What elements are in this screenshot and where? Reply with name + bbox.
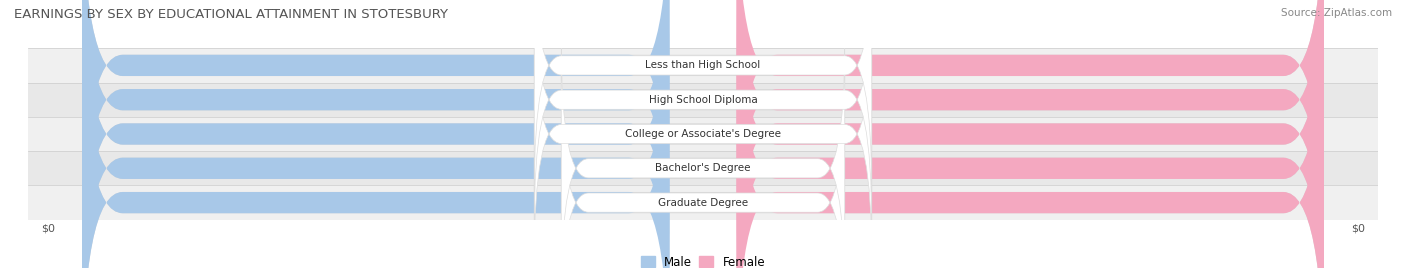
Text: Source: ZipAtlas.com: Source: ZipAtlas.com <box>1281 8 1392 18</box>
Text: Bachelor's Degree: Bachelor's Degree <box>655 163 751 173</box>
FancyBboxPatch shape <box>737 0 1324 260</box>
FancyBboxPatch shape <box>82 0 669 268</box>
FancyBboxPatch shape <box>561 75 845 268</box>
Bar <box>28 117 1378 151</box>
FancyBboxPatch shape <box>82 0 669 260</box>
FancyBboxPatch shape <box>82 0 669 268</box>
FancyBboxPatch shape <box>82 8 669 268</box>
Text: $0: $0 <box>602 60 616 70</box>
FancyBboxPatch shape <box>82 0 1324 268</box>
Text: $0: $0 <box>602 95 616 105</box>
FancyBboxPatch shape <box>82 0 1324 268</box>
Text: $0: $0 <box>790 60 804 70</box>
FancyBboxPatch shape <box>737 0 1324 268</box>
Bar <box>28 83 1378 117</box>
Text: College or Associate's Degree: College or Associate's Degree <box>626 129 780 139</box>
Bar <box>28 151 1378 185</box>
FancyBboxPatch shape <box>534 0 872 227</box>
FancyBboxPatch shape <box>82 0 1324 260</box>
Text: $0: $0 <box>790 163 804 173</box>
Text: $0: $0 <box>790 95 804 105</box>
FancyBboxPatch shape <box>82 0 669 268</box>
Text: $0: $0 <box>790 198 804 208</box>
Text: $0: $0 <box>790 129 804 139</box>
Text: High School Diploma: High School Diploma <box>648 95 758 105</box>
FancyBboxPatch shape <box>737 0 1324 268</box>
Text: $0: $0 <box>602 163 616 173</box>
Text: $0: $0 <box>602 198 616 208</box>
Text: EARNINGS BY SEX BY EDUCATIONAL ATTAINMENT IN STOTESBURY: EARNINGS BY SEX BY EDUCATIONAL ATTAINMEN… <box>14 8 449 21</box>
Bar <box>28 48 1378 83</box>
Text: Less than High School: Less than High School <box>645 60 761 70</box>
FancyBboxPatch shape <box>737 8 1324 268</box>
FancyBboxPatch shape <box>534 6 872 262</box>
FancyBboxPatch shape <box>82 8 1324 268</box>
Bar <box>28 185 1378 220</box>
FancyBboxPatch shape <box>82 0 1324 268</box>
FancyBboxPatch shape <box>737 0 1324 268</box>
Legend: Male, Female: Male, Female <box>641 256 765 268</box>
Text: $0: $0 <box>602 129 616 139</box>
FancyBboxPatch shape <box>561 41 845 268</box>
FancyBboxPatch shape <box>534 0 872 193</box>
Text: Graduate Degree: Graduate Degree <box>658 198 748 208</box>
